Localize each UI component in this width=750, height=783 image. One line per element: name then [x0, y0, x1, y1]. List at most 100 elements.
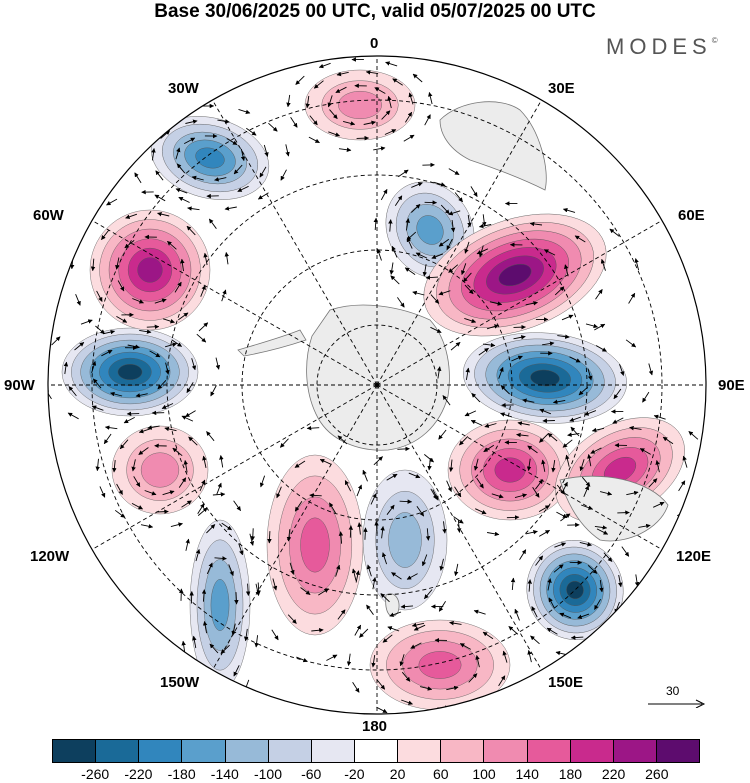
wind-arrow — [506, 515, 520, 520]
wind-arrow — [91, 405, 104, 411]
meridian-line — [90, 219, 378, 386]
wind-arrow — [487, 531, 500, 537]
wind-arrow — [440, 204, 450, 215]
wind-arrow — [655, 460, 660, 473]
wind-arrow — [175, 188, 188, 194]
positive-anomaly-contour — [140, 452, 180, 488]
latitude-circle — [91, 99, 663, 671]
wind-arrow — [110, 391, 123, 397]
wind-arrow — [454, 486, 462, 498]
wind-arrow — [327, 95, 333, 108]
colorbar-ticks: -260 -220 -180 -140 -100 -60 -20 20 60 100 140 180 2… — [52, 766, 700, 783]
wind-arrow — [371, 655, 376, 668]
wind-arrow — [416, 505, 425, 517]
wind-arrow — [547, 578, 552, 591]
wind-arrow — [290, 117, 298, 128]
wind-arrow — [366, 564, 372, 577]
wind-arrow — [355, 570, 360, 583]
wind-arrow — [112, 460, 117, 473]
wind-arrow — [138, 447, 149, 455]
wind-arrow — [187, 206, 200, 211]
wind-arrow — [432, 489, 439, 501]
wind-arrow — [212, 492, 226, 497]
wind-arrow — [484, 423, 497, 428]
wind-arrow — [326, 654, 338, 661]
wind-arrow — [280, 169, 287, 181]
wind-arrow — [678, 480, 686, 492]
wind-arrow — [197, 503, 205, 515]
wind-arrow — [574, 235, 586, 243]
wind-arrow — [464, 284, 474, 295]
wind-arrow — [286, 94, 291, 108]
wind-arrow — [453, 516, 464, 524]
wind-arrow — [442, 395, 451, 406]
wind-arrow — [603, 552, 613, 562]
colorbar-swatch — [225, 740, 269, 762]
colorbar-tick-label: 260 — [645, 766, 669, 782]
wind-arrow — [412, 290, 425, 296]
wind-arrow — [539, 408, 552, 415]
wind-arrow — [583, 485, 589, 497]
wind-arrow — [595, 345, 607, 352]
positive-anomaly-contour — [338, 90, 382, 119]
wind-arrow — [587, 564, 598, 574]
wind-arrow — [214, 177, 227, 182]
wind-arrow — [489, 301, 503, 306]
wind-arrow — [208, 218, 217, 229]
colorbar-swatch — [182, 740, 226, 762]
wind-arrow — [579, 459, 585, 472]
wind-arrow — [115, 257, 120, 270]
wind-arrow — [390, 275, 400, 285]
wind-arrow — [399, 499, 413, 504]
wind-arrow — [498, 366, 504, 379]
colorbar-tick-label: 100 — [472, 766, 496, 782]
wind-arrow — [403, 134, 415, 142]
wind-arrow — [206, 431, 215, 442]
colorbar-tick-label: -220 — [124, 766, 153, 782]
meridian-line — [376, 384, 664, 551]
lon-label-120w: 120W — [30, 548, 70, 565]
wind-arrow — [279, 438, 289, 448]
wind-arrow — [401, 699, 413, 705]
wind-arrow — [628, 292, 636, 304]
wind-arrow — [351, 568, 357, 581]
wind-arrow — [442, 521, 447, 534]
wind-arrow — [267, 531, 272, 544]
wind-arrow — [155, 170, 164, 181]
wind-arrow — [370, 493, 377, 505]
wind-arrow — [294, 501, 303, 512]
wind-arrow — [470, 419, 483, 426]
colorbar-tick-label: 140 — [515, 766, 539, 782]
meridian-line — [376, 98, 543, 386]
wind-arrow — [448, 168, 460, 175]
colorbar-swatch — [441, 740, 485, 762]
wind-arrow — [427, 458, 432, 471]
wind-arrow — [425, 528, 431, 541]
wind-arrow — [385, 61, 398, 67]
wind-arrow — [286, 529, 292, 542]
wind-arrow — [170, 522, 183, 528]
wind-arrow — [337, 435, 348, 445]
wind-arrow — [181, 500, 192, 508]
wind-arrow — [433, 181, 446, 187]
wind-arrow — [233, 665, 240, 677]
wind-arrow — [215, 683, 228, 689]
wind-arrow — [313, 80, 324, 89]
colorbar-swatch — [484, 740, 528, 762]
meridian-line — [90, 384, 378, 551]
wind-arrow — [431, 253, 444, 259]
wind-arrow — [556, 511, 568, 519]
positive-anomaly-contour — [137, 257, 163, 283]
reference-vector-label: 30 — [666, 684, 680, 698]
wind-arrow — [391, 572, 402, 580]
wind-arrow — [238, 543, 244, 556]
wind-arrow — [154, 194, 166, 202]
wind-arrow — [319, 458, 332, 465]
wind-arrow — [653, 414, 666, 420]
wind-arrow — [225, 707, 236, 714]
wind-arrow — [468, 673, 478, 683]
wind-arrow — [471, 392, 481, 403]
reference-arrow — [648, 699, 706, 708]
wind-arrow — [185, 410, 196, 418]
wind-arrow — [638, 523, 651, 529]
